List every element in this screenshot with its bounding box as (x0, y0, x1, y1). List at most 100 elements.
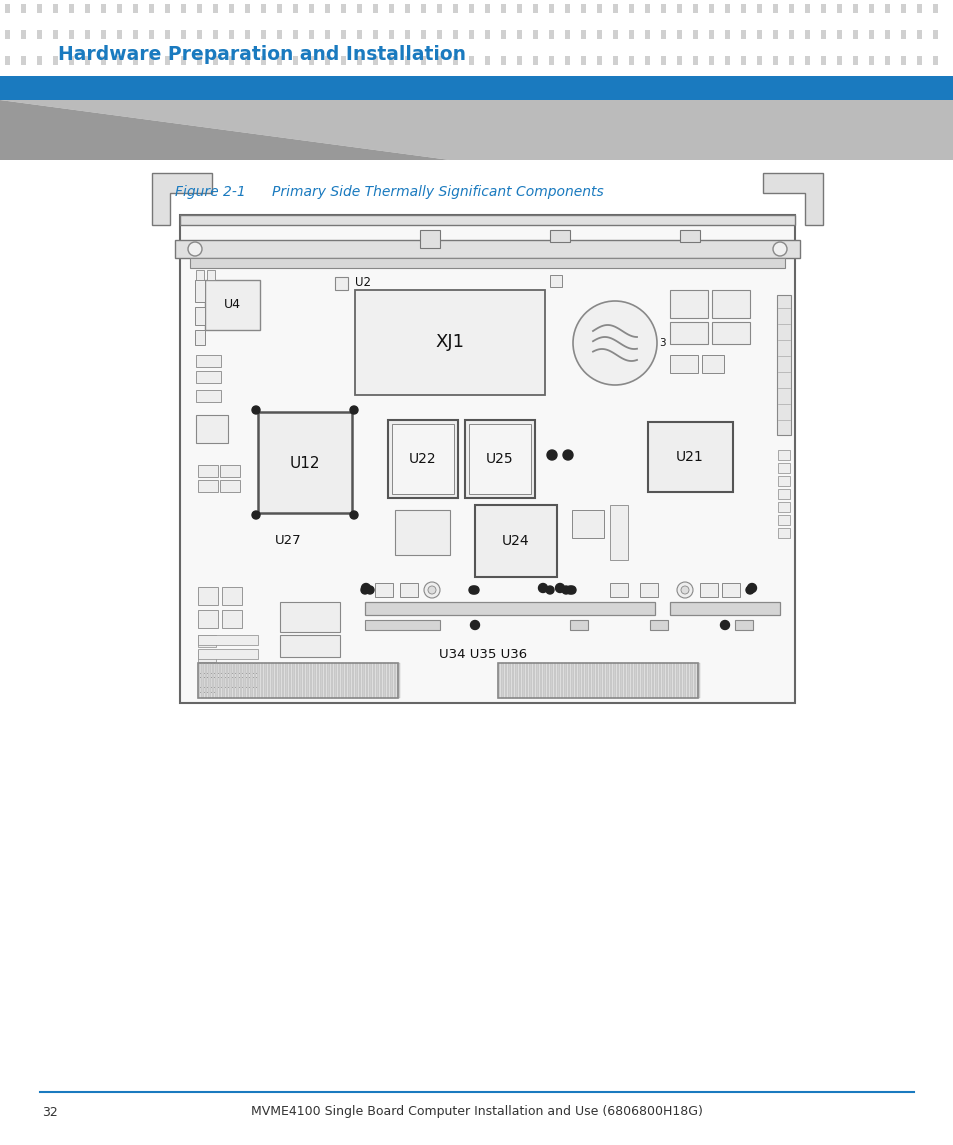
Bar (708, 56, 713, 65)
Bar (469, 30, 474, 39)
Bar (453, 82, 457, 90)
Bar (548, 30, 554, 39)
Bar (932, 82, 937, 90)
Bar (821, 56, 825, 65)
Bar (597, 56, 601, 65)
Bar (701, 355, 723, 373)
Bar (181, 56, 186, 65)
Bar (469, 82, 474, 90)
Bar (376, 663, 378, 698)
Circle shape (747, 584, 756, 592)
Bar (647, 423, 732, 492)
Bar (804, 82, 809, 90)
Bar (196, 3, 202, 13)
Bar (517, 3, 521, 13)
Bar (740, 30, 745, 39)
Bar (596, 663, 598, 698)
Circle shape (252, 406, 260, 414)
Bar (569, 619, 587, 630)
Circle shape (772, 242, 786, 256)
Circle shape (428, 586, 436, 594)
Bar (475, 505, 557, 577)
Bar (852, 3, 857, 13)
Bar (352, 663, 355, 698)
Bar (257, 663, 260, 698)
Text: U27: U27 (274, 534, 301, 546)
Bar (293, 663, 294, 698)
Circle shape (470, 621, 479, 630)
Text: MVME4100 Single Board Computer Installation and Use (6806800H18G): MVME4100 Single Board Computer Installat… (251, 1106, 702, 1119)
Bar (453, 30, 457, 39)
Text: U22: U22 (409, 452, 436, 466)
Bar (365, 619, 439, 630)
Bar (245, 30, 250, 39)
Bar (181, 3, 186, 13)
Bar (309, 3, 314, 13)
Bar (420, 30, 426, 39)
Bar (37, 30, 42, 39)
Bar (609, 583, 627, 597)
Bar (247, 663, 250, 698)
Bar (198, 610, 218, 627)
Bar (21, 30, 26, 39)
Bar (598, 663, 601, 698)
Bar (356, 30, 361, 39)
Bar (677, 3, 681, 13)
Bar (387, 663, 389, 698)
Bar (464, 420, 535, 498)
Bar (533, 663, 535, 698)
Bar (697, 663, 700, 698)
Bar (469, 3, 474, 13)
Bar (69, 30, 74, 39)
Bar (405, 56, 410, 65)
Bar (198, 649, 257, 660)
Circle shape (350, 406, 357, 414)
Bar (397, 663, 399, 698)
Bar (778, 450, 789, 460)
Bar (567, 663, 570, 698)
Bar (85, 3, 90, 13)
Bar (543, 663, 545, 698)
Bar (251, 663, 253, 698)
Bar (609, 505, 627, 560)
Bar (383, 663, 386, 698)
Bar (69, 82, 74, 90)
Bar (692, 30, 698, 39)
Bar (581, 663, 584, 698)
Bar (194, 281, 205, 302)
Text: Hardware Preparation and Installation: Hardware Preparation and Installation (58, 46, 465, 64)
Bar (212, 663, 214, 698)
Bar (132, 82, 138, 90)
Bar (261, 30, 266, 39)
Bar (21, 56, 26, 65)
Bar (518, 663, 521, 698)
Bar (436, 82, 441, 90)
Bar (276, 30, 282, 39)
Bar (278, 663, 281, 698)
Bar (209, 663, 211, 698)
Bar (165, 82, 170, 90)
Bar (884, 56, 889, 65)
Bar (222, 587, 242, 605)
Bar (525, 663, 528, 698)
Bar (365, 602, 655, 615)
Bar (190, 258, 784, 268)
Bar (546, 663, 549, 698)
Polygon shape (0, 100, 953, 160)
Bar (821, 82, 825, 90)
Bar (484, 30, 490, 39)
Text: Figure 2-1      Primary Side Thermally Significant Components: Figure 2-1 Primary Side Thermally Signif… (174, 185, 603, 199)
Bar (515, 663, 517, 698)
Bar (679, 663, 681, 698)
Bar (405, 82, 410, 90)
Bar (394, 663, 396, 698)
Bar (659, 663, 660, 698)
Bar (693, 663, 696, 698)
Text: U4: U4 (223, 299, 240, 311)
Bar (222, 663, 225, 698)
Bar (233, 663, 235, 698)
Bar (852, 30, 857, 39)
Bar (327, 663, 330, 698)
Bar (117, 3, 122, 13)
Bar (836, 3, 841, 13)
